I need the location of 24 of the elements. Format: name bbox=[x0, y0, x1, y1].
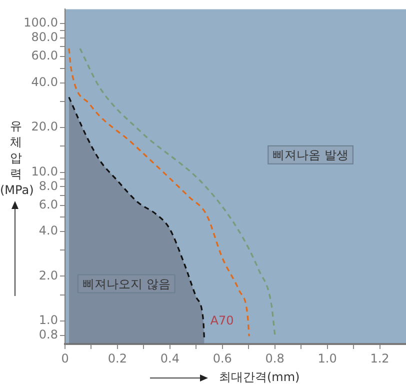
x-tick-label: 1.2 bbox=[370, 351, 390, 366]
line-series bbox=[68, 48, 250, 337]
y-tick-label: 6.0 bbox=[38, 197, 58, 212]
x-tick-label: 0.2 bbox=[108, 351, 128, 366]
y-tick-label: 0.8 bbox=[38, 328, 58, 342]
x-tick-label: 0.6 bbox=[212, 351, 232, 366]
y-tick-label: 100.0 bbox=[24, 16, 58, 30]
x-tick-label: 0.4 bbox=[160, 351, 180, 366]
y-tick-label: 2.0 bbox=[38, 268, 58, 282]
y-tick-label: 4.0 bbox=[38, 224, 58, 238]
y-tick-label: 80.0 bbox=[31, 30, 58, 44]
x-axis-title: 최대간격(mm) bbox=[219, 369, 300, 384]
x-tick-label: 0.8 bbox=[265, 351, 284, 366]
y-tick-label: 8.0 bbox=[38, 178, 58, 193]
x-tick-label: 1.0 bbox=[318, 351, 337, 366]
x-tick-label: 0 bbox=[61, 351, 69, 366]
series-label: A70 bbox=[210, 314, 234, 328]
y-tick-label: 20.0 bbox=[31, 120, 58, 134]
y-tick-label: 40.0 bbox=[31, 74, 58, 89]
y-tick-label: 60.0 bbox=[31, 48, 58, 63]
annotation: 삐져나옴 발생 bbox=[272, 148, 348, 162]
y-tick-label: 1.0 bbox=[38, 313, 58, 328]
y-tick-label: 10.0 bbox=[31, 164, 58, 178]
annotation: 삐져나오지 않음 bbox=[82, 276, 170, 291]
